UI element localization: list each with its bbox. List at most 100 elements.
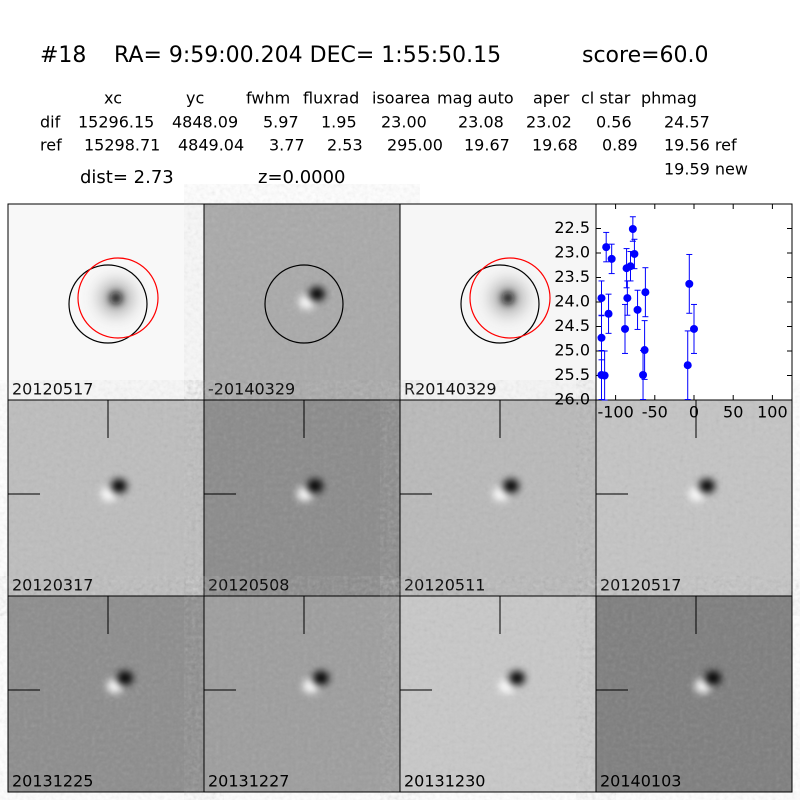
- x-tick-label: -50: [642, 403, 668, 422]
- stamp-frame: [595, 595, 793, 793]
- x-tick-label: 100: [757, 403, 788, 422]
- distance: dist= 2.73: [80, 167, 174, 188]
- cell: 23.00: [381, 113, 427, 132]
- cell: 15296.15: [78, 113, 154, 132]
- image-stamp: 20120511: [399, 399, 597, 597]
- y-tick-label: 24.0: [554, 292, 590, 311]
- candidate-id: #18: [40, 43, 86, 68]
- cell: 5.97: [263, 113, 299, 132]
- image-stamp: 20131225: [7, 595, 205, 793]
- cell: 2.53: [327, 136, 363, 155]
- x-tick-label: 50: [723, 403, 743, 422]
- column-header: fwhm: [246, 89, 290, 108]
- dipole-black: [503, 479, 519, 493]
- cell: 0.56: [596, 113, 632, 132]
- point: [623, 294, 632, 303]
- stamp-label: 20120317: [12, 576, 93, 595]
- cell: 19.56 ref: [664, 136, 737, 155]
- y-tick-label: 23.5: [554, 267, 590, 286]
- image-stamp: 20140103: [595, 595, 793, 793]
- row-label: dif: [40, 113, 61, 132]
- dipole-black: [509, 671, 525, 685]
- dipole-black: [313, 671, 329, 685]
- x-tick-label: -100: [597, 403, 633, 422]
- dipole-black: [111, 479, 127, 493]
- point: [621, 324, 630, 333]
- cell: 295.00: [387, 136, 443, 155]
- column-header: aper: [533, 89, 570, 108]
- cell: 1.95: [321, 113, 357, 132]
- column-header: isoarea: [372, 89, 430, 108]
- cell: 23.02: [526, 113, 572, 132]
- plot-area: [595, 203, 793, 401]
- stamp-label: 20140103: [600, 772, 681, 791]
- score: score=60.0: [582, 43, 709, 68]
- y-tick-label: 23.0: [554, 243, 590, 262]
- point: [630, 249, 639, 258]
- stamp-label: 20131230: [404, 772, 485, 791]
- dipole-black: [307, 479, 323, 493]
- point: [597, 294, 606, 303]
- stamp-noise: [596, 596, 792, 792]
- column-header: cl star: [581, 89, 631, 108]
- point: [633, 305, 642, 314]
- dipole-black: [699, 479, 715, 493]
- stamp-label: 20120517: [600, 576, 681, 595]
- stamp-label: 20131227: [208, 772, 289, 791]
- y-tick-label: 26.0: [554, 390, 590, 409]
- cell: 24.57: [664, 113, 710, 132]
- stamp-label: 20120511: [404, 576, 485, 595]
- column-header: yc: [186, 89, 204, 108]
- point: [600, 371, 609, 380]
- source-core: [110, 292, 122, 304]
- point: [690, 324, 698, 333]
- dipole-black: [117, 671, 133, 685]
- cell: 3.77: [269, 136, 305, 155]
- coordinates: RA= 9:59:00.204 DEC= 1:55:50.15: [114, 43, 501, 68]
- y-tick-label: 24.5: [554, 316, 590, 335]
- cell: 4848.09: [172, 113, 238, 132]
- point: [640, 346, 649, 355]
- image-stamp: 20131227: [203, 595, 401, 793]
- aperture: [68, 264, 148, 344]
- stamp-label: R20140329: [404, 380, 497, 399]
- point: [641, 288, 650, 297]
- stamp-noise: [400, 596, 596, 792]
- image-stamp: 20120517: [7, 203, 205, 401]
- stamp-label: 20120517: [12, 380, 93, 399]
- image-stamp: 20131230: [399, 595, 597, 793]
- stamp-noise: [8, 596, 204, 792]
- image-stamp: 20120517: [595, 399, 793, 597]
- y-tick-label: 22.5: [554, 218, 590, 237]
- aperture: [264, 264, 344, 344]
- column-header: xc: [104, 89, 122, 108]
- dipole-black: [705, 671, 721, 685]
- column-header: phmag: [641, 89, 697, 108]
- column-header: fluxrad: [303, 89, 359, 108]
- row-label: ref: [40, 136, 62, 155]
- point: [683, 361, 692, 370]
- cell: 0.89: [602, 136, 638, 155]
- cell: 4849.04: [178, 136, 244, 155]
- aperture-ref: [77, 257, 159, 339]
- aperture: [460, 264, 540, 344]
- stamp-noise: [204, 596, 400, 792]
- aperture-ref: [469, 257, 551, 339]
- y-tick-label: 25.5: [554, 365, 590, 384]
- stamp-label: 20120508: [208, 576, 289, 595]
- image-stamp: -20140329: [203, 203, 401, 401]
- redshift: z=0.0000: [258, 167, 346, 188]
- point: [602, 243, 611, 252]
- cell: 19.68: [532, 136, 578, 155]
- y-tick-label: 25.0: [554, 341, 590, 360]
- column-header: mag auto: [437, 89, 514, 108]
- source-core: [502, 292, 514, 304]
- point: [639, 371, 648, 380]
- cell: 19.67: [464, 136, 510, 155]
- x-tick-label: 0: [689, 403, 699, 422]
- image-stamp: 20120317: [7, 399, 205, 597]
- cell: 19.59 new: [664, 160, 748, 179]
- image-stamp: 20120508: [203, 399, 401, 597]
- point: [607, 254, 616, 263]
